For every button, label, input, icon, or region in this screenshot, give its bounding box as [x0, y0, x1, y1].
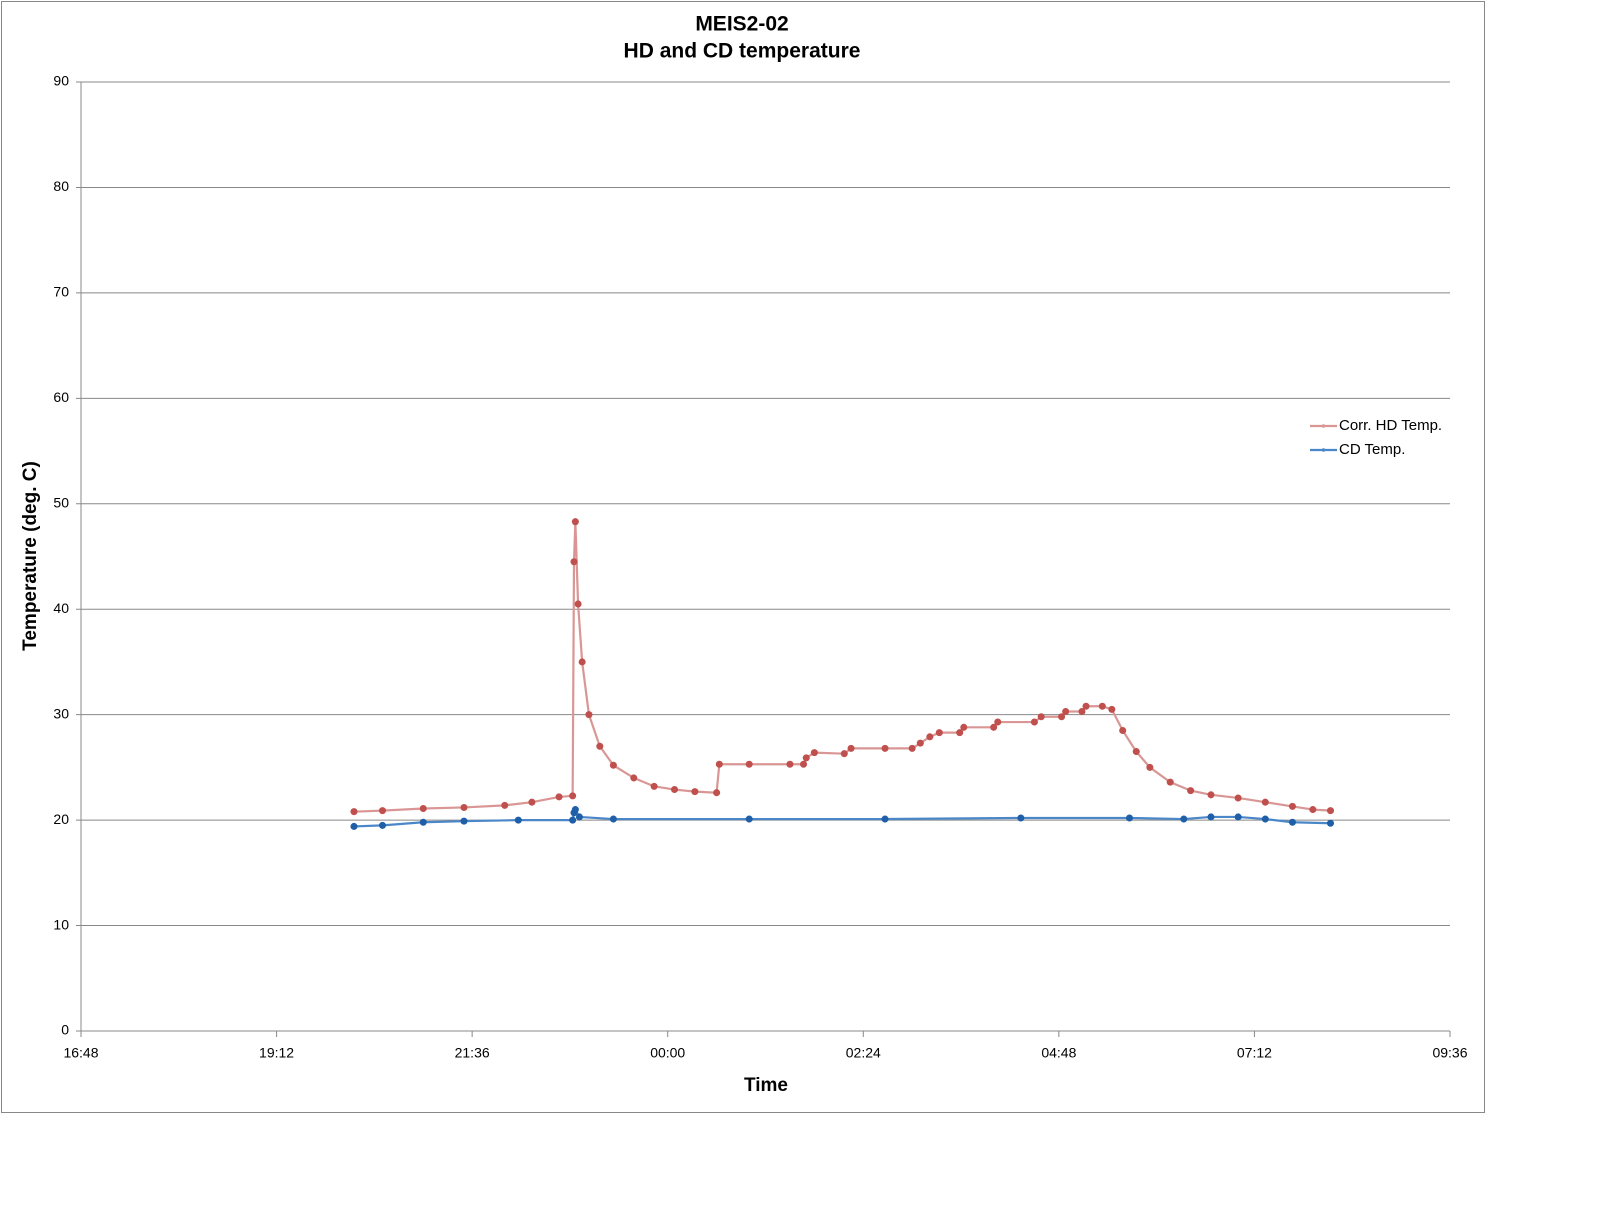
x-tick-label: 19:12: [259, 1045, 294, 1061]
y-tick-label: 90: [53, 73, 69, 89]
x-axis-title: Time: [744, 1075, 788, 1096]
y-tick-label: 80: [53, 178, 69, 194]
y-tick-label: 50: [53, 494, 69, 510]
x-tick-label: 16:48: [63, 1045, 98, 1061]
x-tick-label: 07:12: [1237, 1045, 1272, 1061]
y-tick-label: 10: [53, 916, 69, 932]
y-tick-label: 60: [53, 389, 69, 405]
y-tick-label: 70: [53, 284, 69, 300]
legend-marker: [1321, 448, 1326, 452]
x-tick-label: 00:00: [650, 1045, 685, 1061]
x-tick-label: 04:48: [1041, 1045, 1076, 1061]
data-line: [350, 806, 1335, 830]
chart-subtitle: HD and CD temperature: [624, 40, 861, 63]
y-tick-label: 20: [53, 811, 69, 827]
legend-label: CD Temp.: [1339, 441, 1405, 458]
y-tick-label: 0: [61, 1022, 69, 1038]
data-line: [350, 518, 1335, 816]
x-tick-label: 02:24: [846, 1045, 881, 1061]
y-tick-label: 30: [53, 705, 69, 721]
chart-frame: [1, 1, 1485, 1113]
legend-marker: [1321, 424, 1326, 428]
y-axis-title: Temperature (deg. C): [20, 461, 41, 651]
y-tick-label: 40: [53, 600, 69, 616]
chart-title: MEIS2-02: [695, 13, 788, 36]
legend-label: Corr. HD Temp.: [1339, 417, 1442, 434]
x-tick-label: 09:36: [1432, 1045, 1467, 1061]
x-tick-label: 21:36: [455, 1045, 490, 1061]
